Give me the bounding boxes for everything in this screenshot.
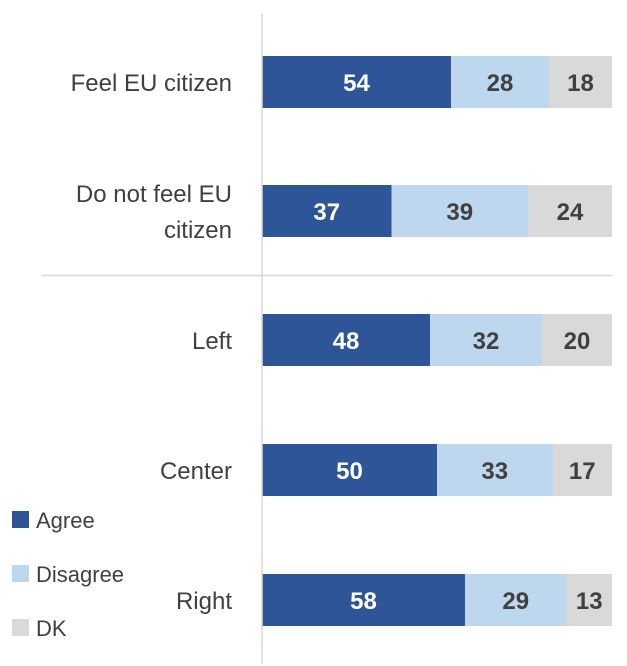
bar-agree-2: [262, 314, 430, 366]
category-label-4-line-0: Right: [176, 588, 232, 615]
data-label-disagree-2: 32: [473, 328, 500, 355]
legend-swatch-agree: [12, 511, 29, 528]
bar-agree-1: [262, 185, 392, 237]
bar-agree-4: [262, 574, 465, 626]
bar-dk-1: [528, 185, 612, 237]
data-label-disagree-4: 29: [502, 588, 529, 615]
bar-agree-0: [262, 56, 451, 108]
bar-agree-3: [262, 444, 437, 496]
bar-disagree-1: [391, 185, 528, 237]
category-label-3-line-0: Center: [160, 458, 232, 485]
data-label-disagree-1: 39: [446, 199, 473, 226]
data-label-disagree-3: 33: [481, 458, 508, 485]
data-label-dk-1: 24: [557, 199, 584, 226]
legend-label-disagree: Disagree: [36, 562, 124, 587]
bar-disagree-2: [430, 314, 542, 366]
data-label-agree-3: 50: [336, 458, 363, 485]
bar-disagree-0: [451, 56, 549, 108]
data-label-dk-4: 13: [576, 588, 603, 615]
data-label-agree-0: 54: [343, 70, 370, 97]
bar-dk-4: [566, 574, 612, 626]
legend-label-dk: DK: [36, 616, 67, 641]
data-label-dk-0: 18: [567, 70, 594, 97]
category-label-1-line-0: Do not feel EU: [76, 181, 232, 208]
data-label-agree-4: 58: [350, 588, 377, 615]
bar-dk-3: [552, 444, 612, 496]
category-label-0-line-0: Feel EU citizen: [71, 70, 232, 97]
category-label-2-line-0: Left: [192, 328, 232, 355]
data-label-dk-3: 17: [569, 458, 596, 485]
legend-label-agree: Agree: [36, 508, 95, 533]
bar-disagree-3: [437, 444, 553, 496]
bar-dk-2: [542, 314, 612, 366]
data-label-agree-2: 48: [333, 328, 360, 355]
category-label-1-line-1: citizen: [164, 217, 232, 244]
legend-swatch-dk: [12, 619, 29, 636]
legend-swatch-disagree: [12, 565, 29, 582]
data-label-dk-2: 20: [564, 328, 591, 355]
data-label-disagree-0: 28: [487, 70, 514, 97]
bar-disagree-4: [465, 574, 567, 626]
data-label-agree-1: 37: [313, 199, 340, 226]
bar-dk-0: [549, 56, 612, 108]
